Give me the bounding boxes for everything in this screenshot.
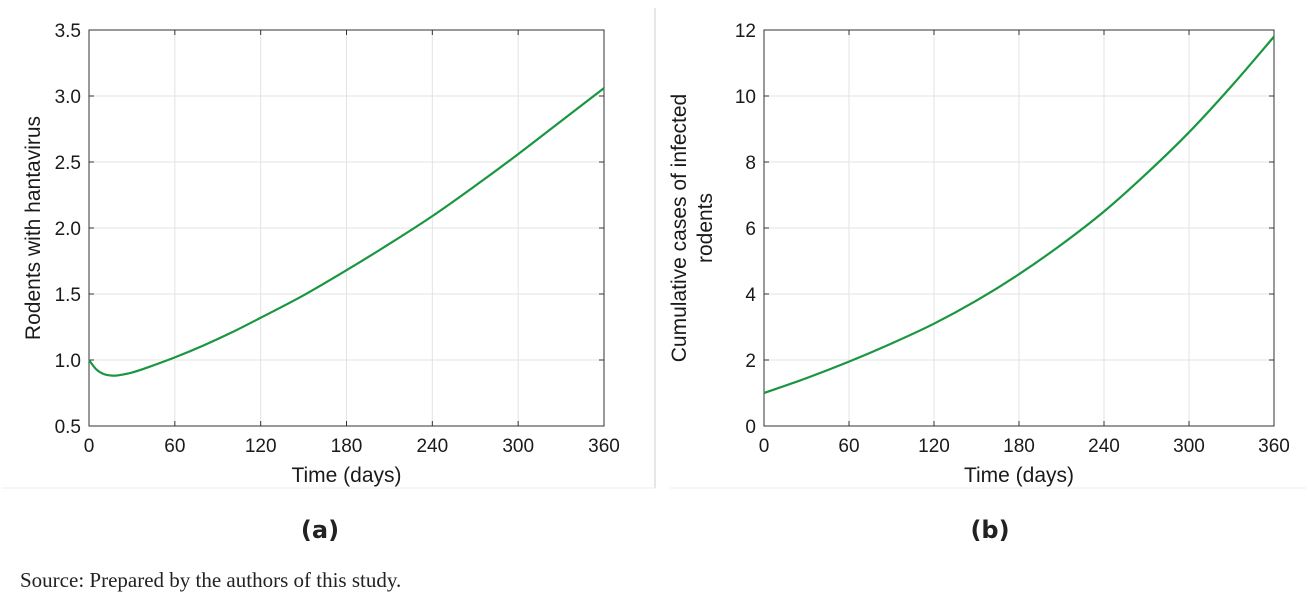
y-tick-label: 2 xyxy=(745,351,756,372)
x-tick-label: 300 xyxy=(1173,436,1205,457)
y-tick-label: 4 xyxy=(745,285,756,306)
x-axis-label: Time (days) xyxy=(964,464,1074,487)
y-tick-label: 1.5 xyxy=(55,285,81,306)
x-tick-label: 0 xyxy=(759,436,770,457)
y-tick-label: 0.5 xyxy=(55,417,81,438)
y-axis-label-line-1: Cumulative cases of infected xyxy=(668,94,691,362)
chart-panel-a: 0 60 120 180 240 300 360 0.5 1.0 1.5 2.0 2.5 3.0 3.5 T… xyxy=(22,21,620,487)
x-tick-label: 240 xyxy=(1088,436,1120,457)
panel-label-a: (a) xyxy=(301,516,339,544)
chart-panel-b: 0 60 120 180 240 300 360 0 2 4 6 8 10 12 Time (days) Cu… xyxy=(668,21,1290,487)
series-line xyxy=(763,35,1275,395)
x-tick-label: 120 xyxy=(918,436,950,457)
y-tick-label: 1.0 xyxy=(55,351,81,372)
source-note: Source: Prepared by the authors of this … xyxy=(20,568,402,592)
y-tick-label: 2.5 xyxy=(55,153,81,174)
x-tick-label: 180 xyxy=(331,436,363,457)
y-tick-label: 10 xyxy=(735,87,756,108)
x-axis-label: Time (days) xyxy=(291,464,401,487)
y-axis-label-line-2: rodents xyxy=(694,193,717,263)
x-tick-label: 60 xyxy=(164,436,185,457)
x-tick-label: 300 xyxy=(502,436,534,457)
y-tick-label: 8 xyxy=(745,153,756,174)
x-tick-label: 360 xyxy=(1258,436,1290,457)
x-tick-label: 60 xyxy=(838,436,859,457)
x-tick-label: 360 xyxy=(588,436,620,457)
series-line xyxy=(88,87,605,377)
y-tick-label: 3.5 xyxy=(55,21,81,42)
y-tick-label: 6 xyxy=(745,219,756,240)
x-tick-label: 120 xyxy=(245,436,277,457)
x-tick-label: 240 xyxy=(416,436,448,457)
x-tick-label: 180 xyxy=(1003,436,1035,457)
y-tick-label: 0 xyxy=(745,417,756,438)
y-tick-label: 3.0 xyxy=(55,87,81,108)
panel-label-b: (b) xyxy=(970,516,1009,544)
y-axis-label: Rodents with hantavirus xyxy=(22,116,45,340)
x-tick-label: 0 xyxy=(84,436,95,457)
y-tick-label: 2.0 xyxy=(55,219,81,240)
y-tick-label: 12 xyxy=(735,21,756,42)
